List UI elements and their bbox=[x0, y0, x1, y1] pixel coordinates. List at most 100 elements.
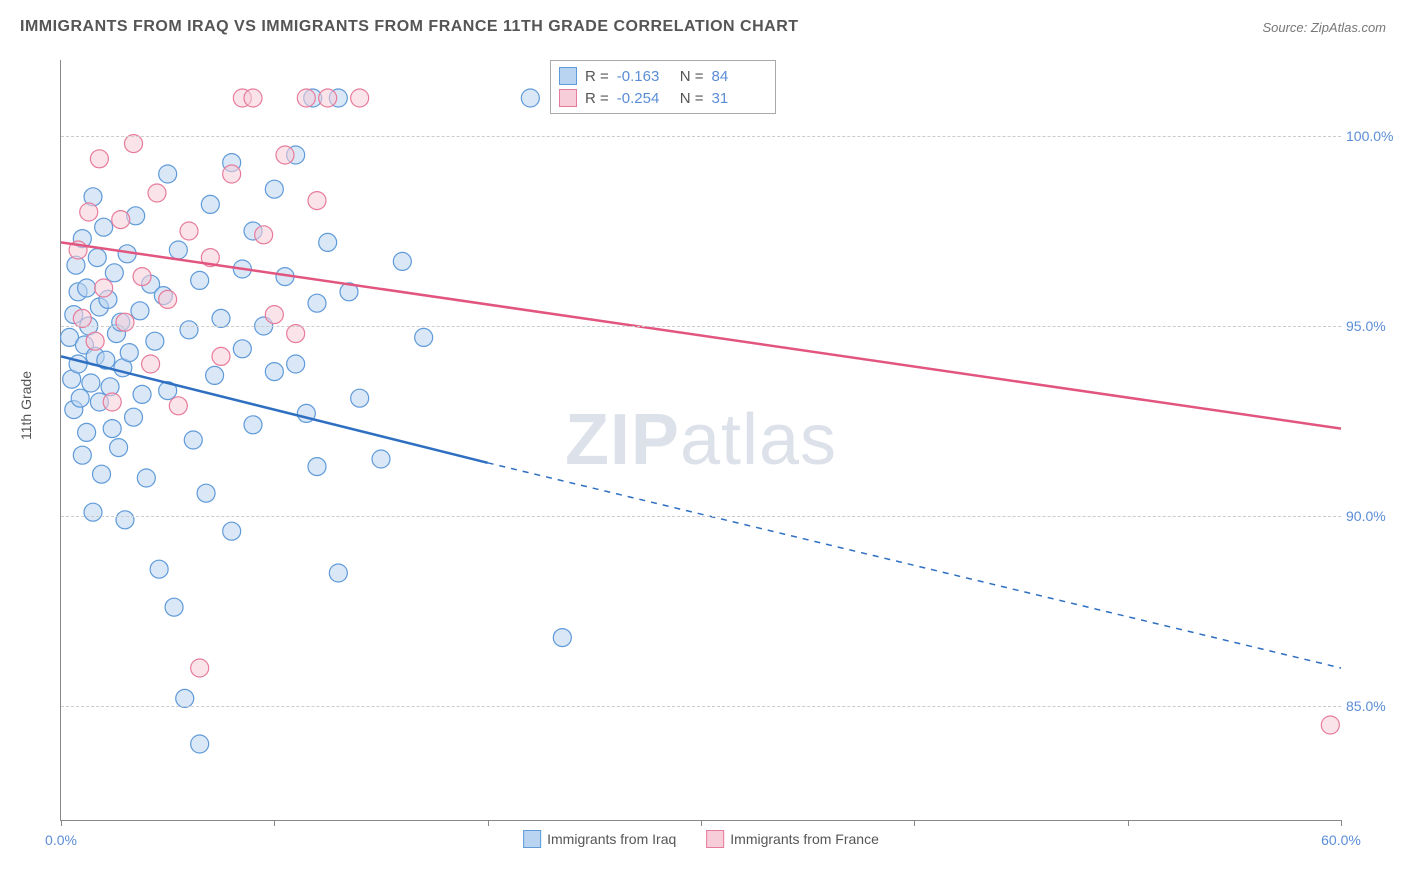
scatter-point bbox=[116, 313, 134, 331]
scatter-point bbox=[131, 302, 149, 320]
y-tick-label: 85.0% bbox=[1346, 698, 1406, 714]
scatter-point bbox=[319, 89, 337, 107]
scatter-point bbox=[244, 89, 262, 107]
scatter-point bbox=[159, 165, 177, 183]
scatter-point bbox=[553, 629, 571, 647]
stats-n-label: N = bbox=[680, 68, 704, 85]
scatter-point bbox=[148, 184, 166, 202]
scatter-point bbox=[169, 241, 187, 259]
source-attribution: Source: ZipAtlas.com bbox=[1262, 20, 1386, 35]
scatter-point bbox=[308, 458, 326, 476]
x-tick-mark bbox=[1128, 820, 1129, 826]
legend-label: Immigrants from Iraq bbox=[547, 831, 676, 847]
scatter-point bbox=[191, 659, 209, 677]
scatter-point bbox=[90, 150, 108, 168]
stats-r-label: R = bbox=[585, 90, 609, 107]
x-tick-label: 0.0% bbox=[45, 832, 77, 848]
correlation-stats-box: R =-0.163N =84R =-0.254N =31 bbox=[550, 60, 776, 114]
scatter-point bbox=[191, 271, 209, 289]
scatter-point bbox=[69, 355, 87, 373]
x-tick-mark bbox=[1341, 820, 1342, 826]
scatter-point bbox=[393, 252, 411, 270]
scatter-point bbox=[142, 355, 160, 373]
stats-n-value: 84 bbox=[712, 68, 767, 85]
scatter-point bbox=[184, 431, 202, 449]
scatter-point bbox=[212, 309, 230, 327]
scatter-point bbox=[244, 416, 262, 434]
scatter-point bbox=[297, 89, 315, 107]
scatter-point bbox=[255, 226, 273, 244]
stats-swatch bbox=[559, 67, 577, 85]
scatter-point bbox=[180, 222, 198, 240]
scatter-point bbox=[95, 279, 113, 297]
scatter-point bbox=[78, 279, 96, 297]
scatter-point bbox=[82, 374, 100, 392]
scatter-point bbox=[120, 344, 138, 362]
y-tick-label: 95.0% bbox=[1346, 318, 1406, 334]
x-tick-mark bbox=[274, 820, 275, 826]
scatter-point bbox=[276, 146, 294, 164]
stats-n-label: N = bbox=[680, 90, 704, 107]
legend-item: Immigrants from France bbox=[706, 830, 879, 848]
scatter-point bbox=[308, 294, 326, 312]
scatter-point bbox=[169, 397, 187, 415]
gridline-h bbox=[61, 326, 1341, 327]
regression-line-extrapolated bbox=[488, 463, 1341, 668]
scatter-point bbox=[133, 385, 151, 403]
scatter-point bbox=[103, 393, 121, 411]
scatter-point bbox=[265, 306, 283, 324]
scatter-point bbox=[146, 332, 164, 350]
scatter-point bbox=[212, 347, 230, 365]
scatter-point bbox=[80, 203, 98, 221]
legend-bottom: Immigrants from Iraq Immigrants from Fran… bbox=[523, 830, 879, 848]
x-tick-mark bbox=[914, 820, 915, 826]
scatter-point bbox=[265, 180, 283, 198]
scatter-point bbox=[415, 328, 433, 346]
y-tick-label: 100.0% bbox=[1346, 128, 1406, 144]
legend-swatch bbox=[706, 830, 724, 848]
scatter-point bbox=[71, 389, 89, 407]
scatter-point bbox=[223, 522, 241, 540]
scatter-point bbox=[84, 503, 102, 521]
stats-row: R =-0.163N =84 bbox=[559, 65, 767, 87]
scatter-point bbox=[105, 264, 123, 282]
scatter-point bbox=[95, 218, 113, 236]
scatter-point bbox=[351, 389, 369, 407]
chart-plot-area: ZIPatlas 85.0%90.0%95.0%100.0%0.0%60.0%I… bbox=[60, 60, 1341, 821]
legend-swatch bbox=[523, 830, 541, 848]
scatter-point bbox=[137, 469, 155, 487]
scatter-point bbox=[116, 511, 134, 529]
scatter-point bbox=[329, 564, 347, 582]
scatter-point bbox=[223, 165, 241, 183]
scatter-point bbox=[191, 735, 209, 753]
scatter-point bbox=[110, 439, 128, 457]
x-tick-mark bbox=[701, 820, 702, 826]
scatter-point bbox=[73, 446, 91, 464]
scatter-point bbox=[165, 598, 183, 616]
scatter-point bbox=[206, 366, 224, 384]
gridline-h bbox=[61, 136, 1341, 137]
scatter-point bbox=[180, 321, 198, 339]
scatter-point bbox=[112, 211, 130, 229]
scatter-point bbox=[372, 450, 390, 468]
stats-row: R = -0.254 N = 31 bbox=[559, 87, 767, 109]
legend-label: Immigrants from France bbox=[730, 831, 879, 847]
stats-n-value: 31 bbox=[712, 90, 767, 107]
gridline-h bbox=[61, 706, 1341, 707]
scatter-point bbox=[287, 355, 305, 373]
stats-r-label: R = bbox=[585, 68, 609, 85]
scatter-point bbox=[351, 89, 369, 107]
scatter-point bbox=[265, 363, 283, 381]
scatter-point bbox=[150, 560, 168, 578]
stats-r-value: -0.254 bbox=[617, 90, 672, 107]
scatter-point bbox=[1321, 716, 1339, 734]
x-tick-mark bbox=[488, 820, 489, 826]
scatter-point bbox=[125, 135, 143, 153]
scatter-point bbox=[308, 192, 326, 210]
scatter-point bbox=[521, 89, 539, 107]
stats-swatch bbox=[559, 89, 577, 107]
scatter-point bbox=[78, 423, 96, 441]
x-tick-mark bbox=[61, 820, 62, 826]
scatter-point bbox=[197, 484, 215, 502]
scatter-point bbox=[176, 689, 194, 707]
